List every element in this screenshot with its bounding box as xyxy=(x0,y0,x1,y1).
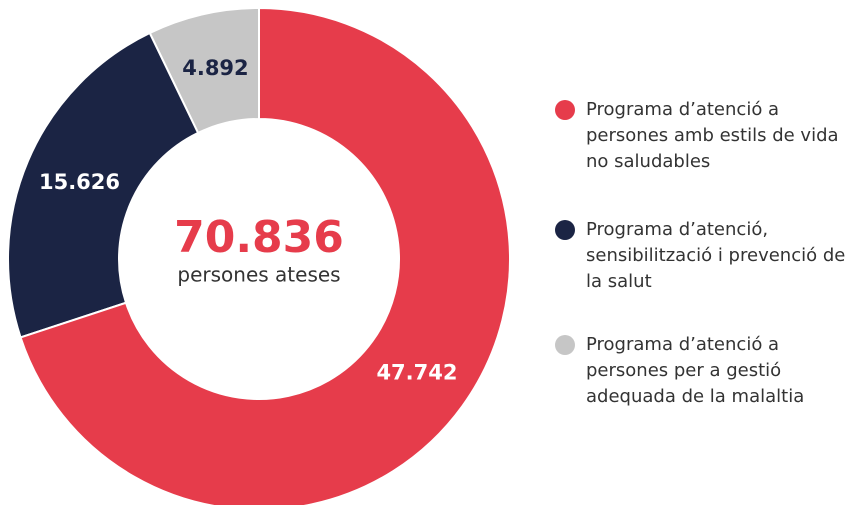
donut-slice xyxy=(19,6,511,505)
center-subtext: persones ateses xyxy=(177,263,340,287)
legend-swatch xyxy=(555,220,575,240)
legend-label: Programa d’atenció a persones per a gesti… xyxy=(586,334,804,407)
legend-swatch xyxy=(555,100,575,120)
legend-label: Programa d’atenció, sensibilització i pre… xyxy=(586,219,845,292)
center-total: 70.836 xyxy=(174,212,344,263)
value-label: 15.626 xyxy=(39,170,120,194)
legend: Programa d’atenció a persones amb estils … xyxy=(555,99,845,407)
value-label: 4.892 xyxy=(182,56,248,80)
legend-label: Programa d’atenció a persones amb estils … xyxy=(586,99,839,172)
donut-slice xyxy=(7,31,200,339)
legend-swatch xyxy=(555,335,575,355)
value-label: 47.742 xyxy=(376,360,457,384)
